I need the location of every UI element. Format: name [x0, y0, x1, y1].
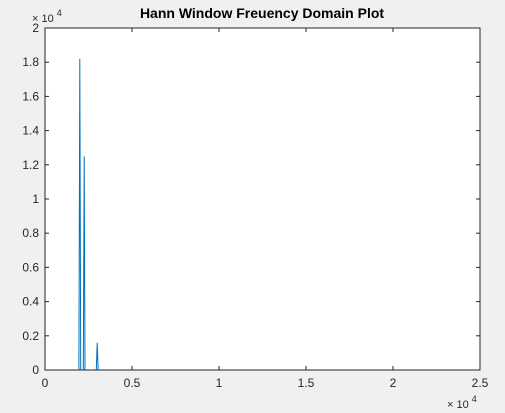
plot-area — [45, 28, 480, 370]
y-exponent-label: × 10 4 — [32, 8, 62, 25]
y-tick-label: 0.2 — [22, 329, 39, 343]
series-line — [45, 58, 480, 371]
y-tick-label: 0.4 — [22, 295, 39, 309]
x-tick-label: 1.5 — [298, 376, 315, 390]
y-tick-label: 0.6 — [22, 260, 39, 274]
y-tick-label: 1.4 — [22, 124, 39, 138]
y-tick-label: 1.2 — [22, 158, 39, 172]
y-tick-label: 0.8 — [22, 226, 39, 240]
y-tick-label: 1 — [32, 192, 39, 206]
x-tick-label: 0.5 — [124, 376, 141, 390]
y-exponent-power: 4 — [57, 8, 62, 18]
x-tick-label: 0 — [42, 376, 49, 390]
y-exponent-base: × 10 — [32, 13, 54, 25]
x-tick-label: 2 — [390, 376, 397, 390]
y-tick-label: 0 — [32, 363, 39, 377]
x-tick-label: 1 — [216, 376, 223, 390]
x-exponent-label: × 10 4 — [447, 394, 477, 411]
x-tick-label: 2.5 — [472, 376, 489, 390]
x-exponent-power: 4 — [472, 394, 477, 404]
chart-title: Hann Window Freuency Domain Plot — [140, 5, 384, 21]
x-exponent-base: × 10 — [447, 399, 469, 411]
x-axis-ticks: 0 0.5 1 1.5 2 2.5 — [42, 28, 489, 390]
y-axis-ticks: 0 0.2 0.4 0.6 0.8 1 1.2 1.4 1.6 1.8 2 — [22, 21, 480, 377]
y-tick-label: 1.8 — [22, 55, 39, 69]
y-tick-label: 2 — [32, 21, 39, 35]
y-tick-label: 1.6 — [22, 89, 39, 103]
